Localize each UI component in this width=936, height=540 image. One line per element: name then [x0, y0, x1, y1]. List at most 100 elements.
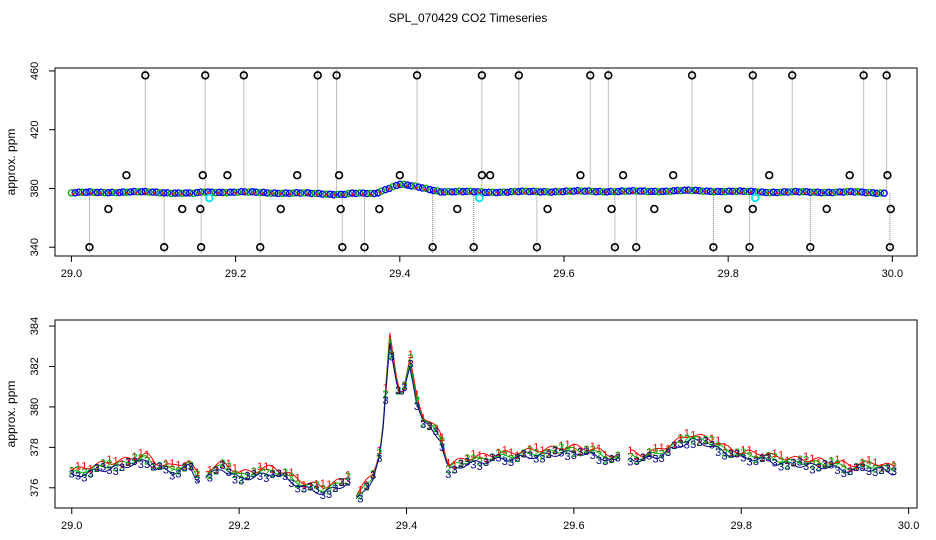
chart-title: SPL_070429 CO2 Timeseries	[389, 11, 548, 25]
series-glyph-3: 3	[558, 448, 564, 460]
series-glyph-1: 1	[627, 445, 633, 457]
series-glyph-3: 3	[709, 440, 715, 452]
series-glyph-2: 2	[797, 454, 803, 466]
data-point	[285, 189, 294, 198]
data-point	[444, 187, 452, 196]
series-glyph-1: 1	[715, 435, 721, 447]
series-glyph-3: 3	[106, 465, 112, 477]
series-glyph-3: 3	[703, 435, 709, 447]
data-point	[688, 186, 696, 195]
series-glyph-1: 1	[828, 456, 834, 468]
data-point	[311, 189, 319, 198]
data-point	[315, 189, 323, 198]
data-point	[562, 187, 571, 195]
flag-point	[845, 171, 854, 180]
series-glyph-2: 2	[640, 452, 646, 464]
series-glyph-2: 2	[577, 447, 583, 459]
series-glyph-3: 3	[251, 469, 257, 481]
series-glyph-1: 1	[345, 469, 351, 481]
series-glyph-1: 1	[495, 447, 501, 459]
data-point	[507, 187, 515, 196]
series-glyph-1: 1	[75, 461, 81, 473]
series-glyph-2: 2	[464, 453, 470, 465]
series-glyph-1: 1	[88, 464, 94, 476]
data-point	[610, 188, 619, 196]
series-glyph-3: 3	[182, 462, 188, 474]
series-glyph-1: 1	[445, 458, 451, 470]
data-point	[363, 189, 371, 198]
series-glyph-2: 2	[634, 455, 640, 467]
series-glyph-1: 1	[276, 468, 282, 480]
data-point	[463, 187, 471, 196]
panel-top: approx. ppm 29.0 29.2 29.4 29.6 29.8 30.0 340 3…	[4, 62, 918, 280]
data-point	[828, 188, 837, 197]
series-glyph-1: 1	[709, 433, 715, 445]
series-glyph-2: 2	[88, 468, 94, 480]
series-line-2	[71, 337, 896, 498]
series-glyph-2: 2	[546, 449, 552, 461]
flag-point	[485, 171, 495, 180]
data-point	[326, 190, 334, 198]
series-glyph-1: 1	[521, 448, 527, 460]
series-glyph-1: 1	[182, 461, 188, 473]
series-glyph-3: 3	[878, 465, 884, 477]
series-glyph-1: 1	[778, 450, 784, 462]
data-point	[200, 188, 209, 196]
data-point	[167, 189, 175, 198]
data-point-red	[135, 191, 138, 195]
data-point	[422, 184, 430, 193]
series-glyph-3: 3	[521, 449, 527, 461]
data-point	[130, 187, 138, 196]
flag-point-low	[428, 242, 437, 252]
series-glyph-1: 1	[439, 432, 445, 444]
series-glyph-3: 3	[69, 468, 75, 480]
series-glyph-2: 2	[207, 470, 213, 482]
data-point-red	[469, 191, 472, 195]
series-glyph-1: 1	[552, 445, 558, 457]
series-glyph-2: 2	[565, 445, 571, 457]
series-glyph-2: 2	[816, 462, 822, 474]
series-glyph-2: 2	[527, 445, 533, 457]
series-glyph-1: 1	[747, 444, 753, 456]
series-glyph-1: 1	[81, 461, 87, 473]
data-point	[725, 187, 733, 195]
data-point-red	[324, 193, 328, 197]
series-glyph-3: 3	[288, 478, 294, 490]
data-point-red	[658, 190, 662, 194]
panel-bottom-ylabel: approx. ppm	[4, 381, 18, 448]
series-glyph-1: 1	[602, 450, 608, 462]
series-glyph-1: 1	[144, 449, 150, 461]
series-glyph-2: 2	[433, 423, 439, 435]
series-glyph-3: 3	[665, 447, 671, 459]
data-point-red	[505, 191, 508, 195]
series-glyph-2: 2	[188, 460, 194, 472]
series-glyph-2: 2	[615, 450, 621, 462]
series-glyph-3: 3	[81, 472, 87, 484]
series-glyph-1: 1	[816, 458, 822, 470]
series-glyph-3: 3	[401, 382, 407, 394]
series-glyph-1: 1	[332, 481, 338, 493]
data-point-red	[631, 191, 635, 194]
data-point-red	[252, 192, 255, 195]
bottom-xtick-label: 29.2	[228, 520, 249, 532]
series-glyph-3: 3	[696, 437, 702, 449]
series-glyph-2: 2	[420, 418, 426, 430]
series-glyph-1: 1	[696, 435, 702, 447]
series-glyph-3: 3	[257, 471, 263, 483]
series-glyph-3: 3	[119, 462, 125, 474]
series-glyph-2: 2	[753, 454, 759, 466]
series-glyph-2: 2	[891, 461, 897, 473]
series-glyph-3: 3	[853, 462, 859, 474]
bottom-ytick-label: 384	[29, 317, 41, 335]
series-glyph-2: 2	[244, 471, 250, 483]
data-point-red	[667, 190, 671, 194]
series-glyph-3: 3	[590, 450, 596, 462]
series-glyph-3: 3	[88, 468, 94, 480]
top-ytick-label: 340	[29, 238, 41, 256]
data-point	[717, 187, 726, 196]
flag-point-high	[687, 71, 697, 80]
series-glyph-3: 3	[565, 451, 571, 463]
data-point	[470, 188, 478, 196]
series-glyph-3: 3	[150, 461, 156, 473]
